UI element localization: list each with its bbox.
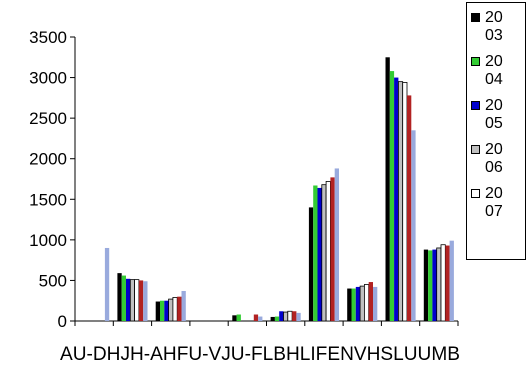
bar-series5-HJH	[138, 280, 144, 321]
bar-2003-NVH	[347, 288, 352, 321]
legend-label: 20 06	[485, 141, 503, 176]
y-tick-label: 1500	[29, 190, 67, 209]
legend-swatch	[471, 145, 480, 154]
legend-item: 20 07	[471, 185, 525, 225]
bar-series5-LBH	[292, 311, 297, 321]
bar-series6-NVH	[373, 286, 378, 321]
bar-series6-JU-F	[258, 316, 263, 321]
bar-2007-LIFE	[325, 181, 331, 322]
legend-item: 20 05	[471, 97, 525, 137]
bar-2003-UMB	[423, 249, 429, 321]
bar-2004-NVH	[351, 288, 356, 321]
y-tick-labels: 0 500 1000 1500 2000 2500 3000 3500	[29, 28, 67, 331]
y-tick-label: 2000	[29, 150, 67, 169]
y-tick-label: 1000	[29, 231, 67, 250]
bar-2004-UMB	[428, 250, 433, 321]
legend-swatch	[471, 13, 480, 22]
legend-label: 20 05	[485, 97, 503, 132]
bar-2006-HF-A	[168, 298, 174, 322]
y-tick-label: 0	[58, 312, 67, 331]
bar-series6-AU-D	[104, 247, 110, 321]
bar-2004-SLU	[389, 71, 395, 321]
bar-2004-LIFE	[313, 185, 318, 321]
legend-swatch	[471, 189, 480, 198]
bar-2003-LBH	[270, 316, 275, 321]
bar-2007-UMB	[440, 244, 446, 322]
bar-series5-NVH	[368, 282, 373, 321]
bar-2007-HF-A	[172, 297, 178, 322]
bar-2004-HJH	[121, 275, 126, 321]
legend: 20 03 20 04 20 05 20 06 20 07	[466, 2, 526, 260]
legend-label: 20 03	[485, 9, 503, 44]
bar-2005-HJH	[126, 278, 131, 321]
legend-label: 20 07	[485, 185, 503, 220]
bar-2005-LIFE	[317, 187, 322, 321]
bar-series6-UMB	[449, 240, 454, 321]
y-tick-label: 500	[39, 271, 67, 290]
bar-2006-LBH	[283, 311, 289, 322]
bar-2007-LBH	[287, 310, 293, 322]
bar-2003-LIFE	[308, 207, 314, 321]
y-tick-label: 3000	[29, 69, 67, 88]
bar-2007-SLU	[402, 82, 408, 322]
bar-2006-HJH	[129, 279, 136, 322]
bar-2005-NVH	[355, 286, 361, 321]
legend-item: 20 03	[471, 9, 525, 49]
bar-series5-JU-F	[253, 314, 259, 321]
bar-2006-LIFE	[321, 184, 327, 322]
bar-2005-HF-A	[164, 300, 169, 321]
bar-2004-JU-F	[236, 314, 241, 321]
bar-series6-LBH	[296, 312, 301, 321]
bar-2007-HJH	[134, 279, 140, 322]
x-tick-labels: AU-DHJH-AHFU-VJU-FLBHLIFENVHSLUUMB	[60, 344, 460, 365]
bar-series5-HF-A	[177, 296, 182, 321]
legend-label: 20 04	[485, 53, 503, 88]
bar-2005-UMB	[432, 249, 437, 321]
bar-series6-HJH	[143, 281, 148, 321]
legend-item: 20 06	[471, 141, 525, 181]
chart-bars	[104, 57, 454, 322]
bar-2003-HF-A	[155, 301, 160, 321]
bar-2003-JU-F	[232, 315, 237, 321]
bar-2006-NVH	[359, 285, 365, 322]
bar-2006-SLU	[397, 81, 404, 322]
y-tick-label: 3500	[29, 28, 67, 47]
bar-series6-LIFE	[334, 168, 339, 321]
bar-2003-SLU	[385, 57, 390, 321]
bar-series6-SLU	[411, 130, 416, 321]
legend-item: 20 04	[471, 53, 525, 93]
bar-2007-NVH	[363, 284, 370, 322]
bar-2006-UMB	[436, 247, 442, 322]
bar-series5-LIFE	[330, 177, 335, 321]
bar-series5-UMB	[445, 245, 450, 321]
bar-2005-LBH	[279, 311, 284, 321]
legend-swatch	[471, 57, 480, 66]
bar-2005-SLU	[394, 77, 399, 321]
bar-2004-HF-A	[160, 300, 165, 321]
bar-2004-LBH	[274, 316, 280, 321]
bar-series6-HF-A	[181, 290, 186, 321]
bar-2003-HJH	[117, 273, 122, 321]
y-tick-label: 2500	[29, 109, 67, 128]
legend-swatch	[471, 101, 480, 110]
bar-series5-SLU	[407, 95, 412, 321]
